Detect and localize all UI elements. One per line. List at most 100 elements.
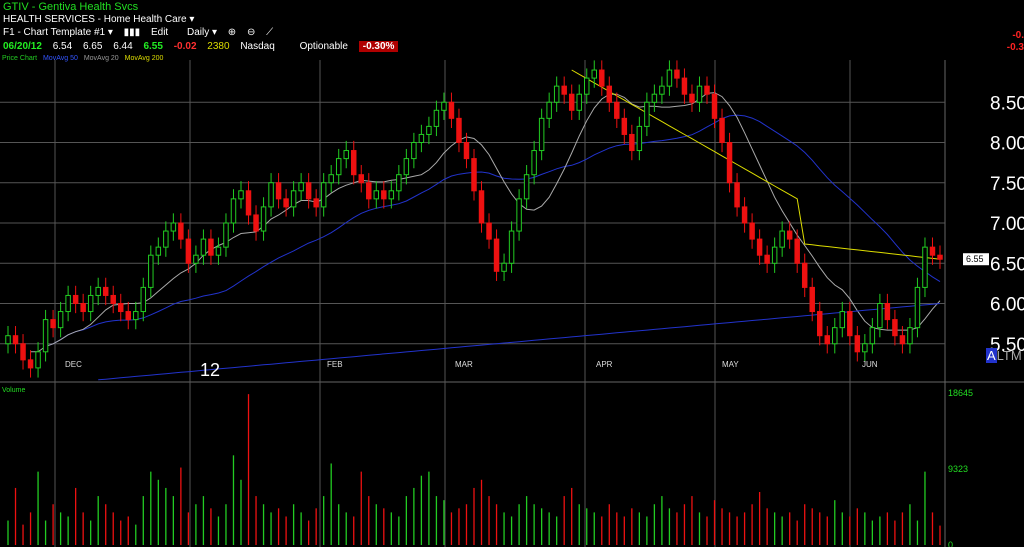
candle-body [268, 182, 274, 208]
candle-body [283, 198, 289, 208]
candle-body [929, 246, 936, 256]
candle-body [824, 335, 830, 345]
candle-body [358, 174, 364, 184]
candle-body [305, 182, 312, 200]
candle-body [832, 327, 838, 345]
industry-dropdown[interactable]: HEALTH SERVICES - Home Health Care ▾ [3, 14, 195, 25]
legend-ma200: MovAvg 200 [124, 55, 164, 62]
side-change-1: -0. [1012, 30, 1024, 41]
legend-ma50: MovAvg 50 [42, 55, 78, 62]
candle-body [155, 246, 162, 256]
candle-body [426, 125, 432, 135]
candle-body [448, 101, 455, 119]
month-label-dec: DEC [65, 360, 82, 369]
quote-close: 6.55 [143, 41, 163, 52]
price-axis-labels: 8.50 8.00 7.50 7.00 6.50 6.00 5.50 [990, 93, 1024, 356]
candle-body [584, 77, 590, 95]
chart-template-dropdown[interactable]: F1 - Chart Template #1 ▾ [3, 27, 113, 38]
price-tick-6: 5.50 [990, 335, 1024, 356]
quote-optionable: Optionable [299, 41, 348, 52]
candle-body [433, 109, 440, 127]
candle-body [531, 150, 537, 176]
candle-body [298, 182, 304, 192]
candle-body [163, 230, 169, 248]
quote-change: -0.02 [173, 41, 197, 52]
candle-body [57, 311, 64, 329]
year-label: 12 [200, 360, 221, 380]
candle-body [666, 69, 673, 87]
candle-body [854, 335, 861, 353]
candle-body [373, 190, 380, 200]
candle-body [351, 150, 357, 176]
month-label-jun: JUN [862, 360, 878, 369]
candle-body [486, 222, 492, 240]
candle-body [576, 93, 582, 111]
candle-body [756, 238, 763, 256]
candle-body [681, 77, 688, 95]
candle-body [215, 246, 222, 256]
candle-body [786, 230, 793, 240]
quote-pct-change: -0.30% [358, 41, 399, 52]
period-dropdown[interactable]: Daily ▾ [186, 27, 218, 38]
candle-body [245, 190, 252, 216]
candle-body [696, 85, 703, 103]
volume-bars [7, 394, 941, 545]
candle-body [381, 190, 387, 200]
moving-average-lines [30, 69, 941, 381]
candle-body [568, 93, 575, 111]
quote-bar: 06/20/12 6.54 6.65 6.44 6.55 -0.02 2380 … [3, 41, 406, 52]
candle-body [801, 262, 808, 288]
candle-body [110, 294, 116, 305]
candle-body [253, 214, 259, 232]
candle-body [133, 311, 139, 321]
altm-a: A [986, 348, 997, 363]
ma200-base-line [98, 303, 941, 381]
zoom-in-icon[interactable]: ⊕ [227, 27, 237, 38]
volume-tick-0: 18645 [948, 388, 973, 398]
quote-low: 6.44 [113, 41, 133, 52]
last-price-marker: 6.55 [963, 253, 989, 266]
candle-body [741, 206, 748, 224]
candle-body [275, 182, 282, 200]
candle-body [20, 343, 26, 361]
candle-body [35, 351, 41, 369]
candle-body [839, 311, 846, 329]
candle-body [208, 238, 214, 256]
candle-body [553, 85, 560, 103]
candle-body [478, 190, 485, 224]
candle-body [388, 190, 395, 200]
volume-tick-2: 0 [948, 540, 953, 547]
candle-body [644, 101, 650, 127]
candle-body [148, 254, 154, 288]
edit-button[interactable]: ▮▮▮ Edit [124, 27, 177, 38]
draw-line-icon[interactable]: ⟋ [266, 27, 274, 38]
last-price-box-bg [963, 253, 989, 266]
candle-body [636, 125, 643, 152]
zoom-out-icon[interactable]: ⊖ [246, 27, 256, 38]
candle-body [456, 117, 462, 143]
candle-body [907, 327, 913, 345]
month-label-mar: MAR [455, 360, 473, 369]
candle-body [193, 254, 199, 264]
candle-body [779, 230, 785, 248]
candle-body [12, 335, 19, 345]
candle-body [320, 182, 327, 208]
candle-body [366, 182, 372, 200]
candle-body [606, 85, 613, 103]
price-tick-1: 8.00 [990, 134, 1024, 155]
candle-body [689, 93, 695, 103]
month-label-may: MAY [722, 360, 739, 369]
candle-body [125, 311, 131, 321]
candle-body [42, 319, 49, 353]
candle-body [734, 182, 740, 208]
candle-body [862, 343, 868, 353]
altm-text: LTM [996, 348, 1022, 363]
candle-body [621, 117, 628, 135]
candle-body [922, 246, 928, 288]
candle-body [260, 206, 267, 232]
candle-body [794, 238, 800, 264]
candle-body [80, 303, 86, 313]
candlesticks [5, 60, 943, 378]
candle-body [418, 133, 425, 143]
